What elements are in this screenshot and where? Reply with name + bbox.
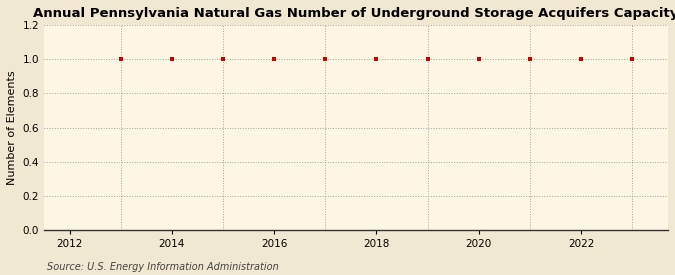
Text: Source: U.S. Energy Information Administration: Source: U.S. Energy Information Administ… xyxy=(47,262,279,272)
Y-axis label: Number of Elements: Number of Elements xyxy=(7,70,17,185)
Title: Annual Pennsylvania Natural Gas Number of Underground Storage Acquifers Capacity: Annual Pennsylvania Natural Gas Number o… xyxy=(33,7,675,20)
